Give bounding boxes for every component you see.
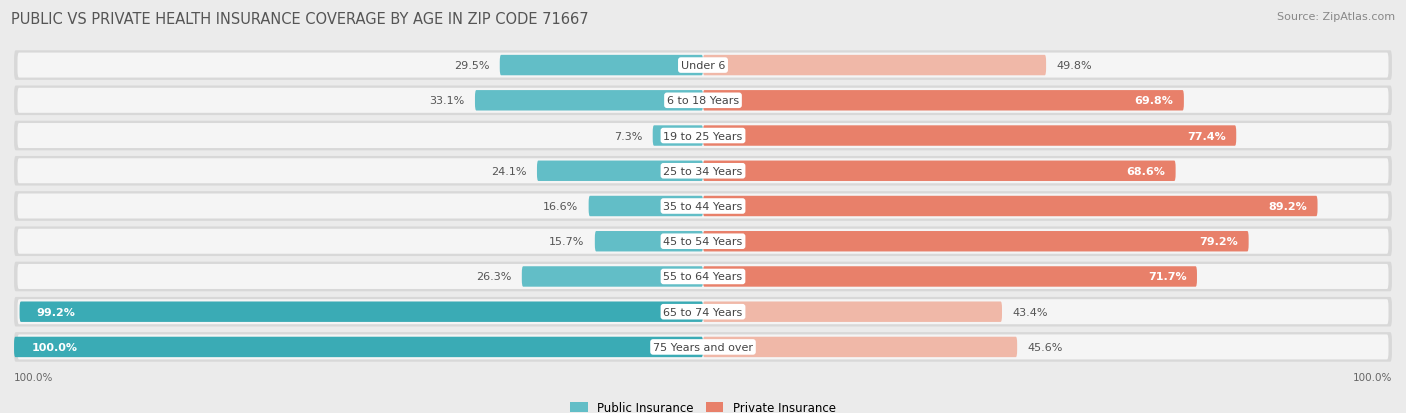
Text: 19 to 25 Years: 19 to 25 Years — [664, 131, 742, 141]
Text: 68.6%: 68.6% — [1126, 166, 1166, 176]
FancyBboxPatch shape — [14, 157, 1392, 186]
Text: 65 to 74 Years: 65 to 74 Years — [664, 307, 742, 317]
Text: 45.6%: 45.6% — [1028, 342, 1063, 352]
FancyBboxPatch shape — [652, 126, 703, 146]
FancyBboxPatch shape — [703, 91, 1184, 111]
FancyBboxPatch shape — [703, 302, 1002, 322]
Text: Source: ZipAtlas.com: Source: ZipAtlas.com — [1277, 12, 1395, 22]
Text: Under 6: Under 6 — [681, 61, 725, 71]
FancyBboxPatch shape — [17, 88, 1389, 114]
Text: 15.7%: 15.7% — [550, 237, 585, 247]
Text: 71.7%: 71.7% — [1149, 272, 1187, 282]
FancyBboxPatch shape — [499, 56, 703, 76]
FancyBboxPatch shape — [703, 56, 1046, 76]
Text: 77.4%: 77.4% — [1187, 131, 1226, 141]
Text: 25 to 34 Years: 25 to 34 Years — [664, 166, 742, 176]
Text: PUBLIC VS PRIVATE HEALTH INSURANCE COVERAGE BY AGE IN ZIP CODE 71667: PUBLIC VS PRIVATE HEALTH INSURANCE COVER… — [11, 12, 589, 27]
FancyBboxPatch shape — [703, 161, 1175, 182]
FancyBboxPatch shape — [595, 231, 703, 252]
Text: 43.4%: 43.4% — [1012, 307, 1047, 317]
Text: 26.3%: 26.3% — [477, 272, 512, 282]
FancyBboxPatch shape — [475, 91, 703, 111]
FancyBboxPatch shape — [537, 161, 703, 182]
FancyBboxPatch shape — [14, 337, 703, 357]
Text: 55 to 64 Years: 55 to 64 Years — [664, 272, 742, 282]
FancyBboxPatch shape — [14, 86, 1392, 116]
FancyBboxPatch shape — [703, 267, 1197, 287]
Text: 35 to 44 Years: 35 to 44 Years — [664, 202, 742, 211]
Text: 75 Years and over: 75 Years and over — [652, 342, 754, 352]
FancyBboxPatch shape — [14, 192, 1392, 221]
FancyBboxPatch shape — [703, 126, 1236, 146]
Text: 69.8%: 69.8% — [1135, 96, 1174, 106]
FancyBboxPatch shape — [17, 124, 1389, 149]
FancyBboxPatch shape — [14, 121, 1392, 151]
Legend: Public Insurance, Private Insurance: Public Insurance, Private Insurance — [565, 396, 841, 413]
Text: 100.0%: 100.0% — [1353, 372, 1392, 382]
FancyBboxPatch shape — [17, 159, 1389, 184]
FancyBboxPatch shape — [703, 196, 1317, 217]
FancyBboxPatch shape — [703, 337, 1017, 357]
Text: 24.1%: 24.1% — [491, 166, 527, 176]
FancyBboxPatch shape — [703, 231, 1249, 252]
Text: 45 to 54 Years: 45 to 54 Years — [664, 237, 742, 247]
Text: 6 to 18 Years: 6 to 18 Years — [666, 96, 740, 106]
Text: 49.8%: 49.8% — [1056, 61, 1092, 71]
FancyBboxPatch shape — [14, 332, 1392, 362]
Text: 79.2%: 79.2% — [1199, 237, 1239, 247]
Text: 7.3%: 7.3% — [614, 131, 643, 141]
Text: 33.1%: 33.1% — [429, 96, 464, 106]
FancyBboxPatch shape — [17, 299, 1389, 325]
FancyBboxPatch shape — [14, 297, 1392, 327]
Text: 99.2%: 99.2% — [37, 307, 76, 317]
FancyBboxPatch shape — [589, 196, 703, 217]
FancyBboxPatch shape — [14, 51, 1392, 81]
FancyBboxPatch shape — [17, 229, 1389, 254]
Text: 100.0%: 100.0% — [31, 342, 77, 352]
FancyBboxPatch shape — [14, 262, 1392, 292]
FancyBboxPatch shape — [17, 264, 1389, 289]
FancyBboxPatch shape — [522, 267, 703, 287]
Text: 89.2%: 89.2% — [1268, 202, 1308, 211]
FancyBboxPatch shape — [14, 227, 1392, 256]
FancyBboxPatch shape — [17, 335, 1389, 360]
Text: 100.0%: 100.0% — [14, 372, 53, 382]
Text: 16.6%: 16.6% — [543, 202, 578, 211]
FancyBboxPatch shape — [17, 53, 1389, 78]
FancyBboxPatch shape — [17, 194, 1389, 219]
Text: 29.5%: 29.5% — [454, 61, 489, 71]
FancyBboxPatch shape — [20, 302, 703, 322]
